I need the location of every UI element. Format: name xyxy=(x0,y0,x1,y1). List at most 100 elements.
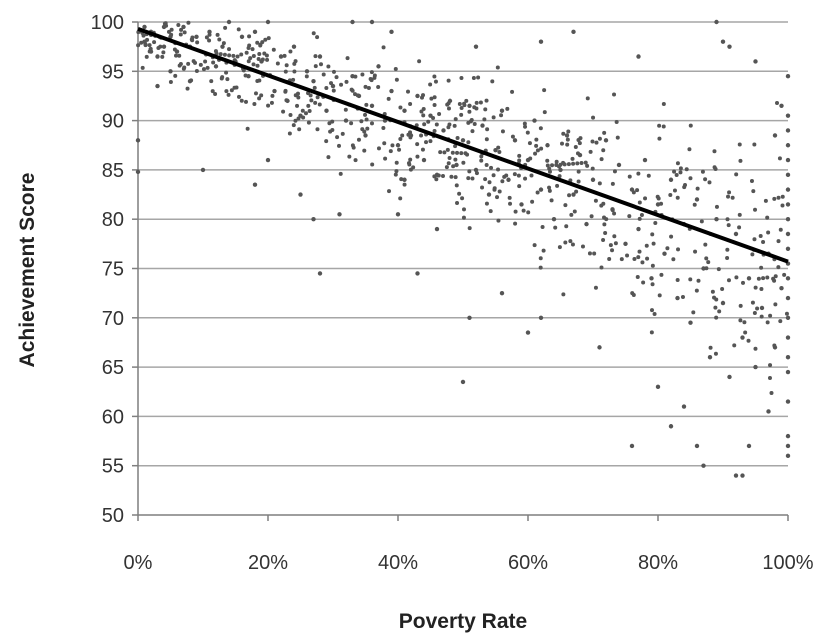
data-point xyxy=(752,310,757,315)
data-point xyxy=(161,44,167,49)
data-point xyxy=(637,249,642,254)
data-point xyxy=(239,98,244,103)
data-point xyxy=(500,129,505,134)
data-point xyxy=(434,177,439,182)
data-point xyxy=(189,78,194,83)
data-point xyxy=(780,203,785,208)
data-point xyxy=(577,141,582,146)
data-point xyxy=(752,142,757,147)
data-point xyxy=(181,24,186,30)
data-point xyxy=(431,115,436,120)
data-point xyxy=(311,217,316,222)
data-point xyxy=(751,189,756,194)
data-point xyxy=(645,256,650,261)
data-point xyxy=(513,209,518,214)
data-point xyxy=(714,204,719,209)
data-point xyxy=(765,275,770,280)
data-point xyxy=(580,244,585,249)
x-tick-label: 0% xyxy=(124,552,153,574)
data-point xyxy=(421,93,426,98)
data-point xyxy=(169,27,174,32)
data-point xyxy=(785,202,791,207)
data-point xyxy=(324,108,329,113)
data-point xyxy=(462,101,467,106)
data-point xyxy=(534,143,539,148)
data-point xyxy=(649,276,654,281)
data-point xyxy=(726,194,731,199)
data-point xyxy=(484,201,489,206)
data-point xyxy=(344,79,349,84)
data-point xyxy=(538,256,543,261)
data-point xyxy=(265,157,271,163)
data-point xyxy=(142,24,147,30)
data-point xyxy=(502,174,507,179)
data-point xyxy=(265,57,270,62)
data-point xyxy=(339,82,344,87)
data-point xyxy=(785,157,791,163)
data-point xyxy=(182,30,187,35)
data-point xyxy=(785,433,791,439)
data-point xyxy=(266,36,271,41)
data-point xyxy=(185,86,190,91)
data-point xyxy=(733,473,739,478)
data-point xyxy=(426,119,431,124)
data-point xyxy=(207,32,212,37)
data-point xyxy=(365,126,370,131)
data-point xyxy=(590,177,596,182)
data-point xyxy=(453,144,458,149)
data-point xyxy=(265,19,271,25)
data-point xyxy=(198,62,203,67)
data-point xyxy=(775,100,780,105)
data-point xyxy=(570,242,575,247)
data-point xyxy=(699,219,704,224)
data-point xyxy=(317,271,323,276)
data-point xyxy=(140,65,145,70)
data-point xyxy=(307,108,312,113)
data-point xyxy=(480,185,485,190)
data-point xyxy=(576,169,581,174)
data-point xyxy=(650,232,655,237)
data-point xyxy=(635,188,640,193)
data-point xyxy=(369,70,374,75)
data-point xyxy=(726,278,731,283)
data-point xyxy=(398,105,403,110)
data-point xyxy=(495,65,500,70)
data-point xyxy=(313,100,318,105)
data-point xyxy=(550,163,555,168)
data-point xyxy=(432,74,437,79)
data-point xyxy=(521,208,526,213)
data-point xyxy=(497,149,502,154)
data-point xyxy=(144,54,149,59)
data-point xyxy=(428,82,433,87)
data-point xyxy=(587,251,592,256)
data-point xyxy=(578,136,583,141)
data-point xyxy=(561,160,566,165)
data-point xyxy=(629,443,635,449)
data-point xyxy=(688,320,693,325)
data-point xyxy=(330,119,335,124)
data-point xyxy=(213,92,218,97)
data-point xyxy=(402,177,407,182)
data-point xyxy=(489,165,494,170)
data-point xyxy=(517,158,522,163)
data-point xyxy=(311,31,316,36)
data-point xyxy=(356,137,361,142)
data-point xyxy=(785,399,791,404)
data-point xyxy=(178,32,183,37)
data-point xyxy=(491,115,496,120)
data-point xyxy=(308,93,313,98)
data-point xyxy=(727,190,732,195)
data-point xyxy=(162,21,167,26)
data-point xyxy=(486,192,492,197)
data-point xyxy=(136,43,141,48)
data-point xyxy=(778,227,783,232)
data-point xyxy=(145,37,150,42)
data-point xyxy=(147,43,152,48)
data-point xyxy=(257,96,262,101)
data-point xyxy=(703,242,708,247)
data-point xyxy=(438,150,443,155)
data-point xyxy=(306,120,311,125)
data-point xyxy=(324,85,329,90)
data-point xyxy=(432,128,437,133)
